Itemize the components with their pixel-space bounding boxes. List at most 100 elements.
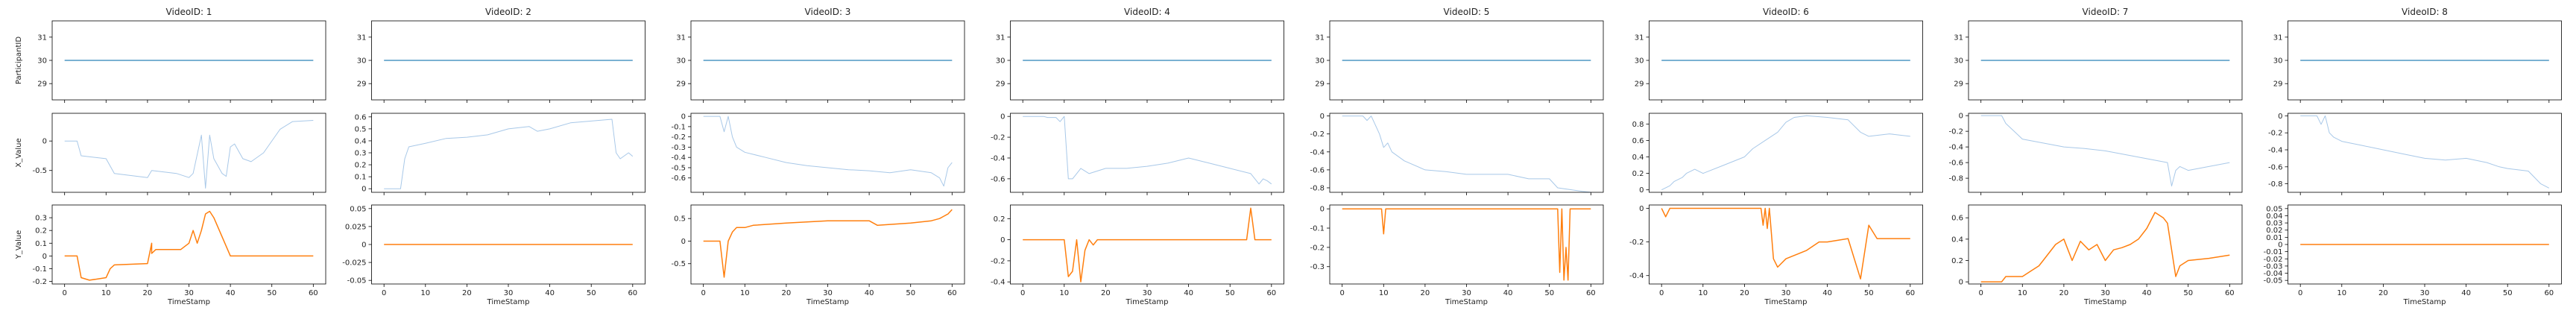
y-tick-label: 30 bbox=[1954, 57, 1963, 66]
x-tick-label: 10 bbox=[2018, 289, 2027, 297]
subplot-title: VideoID: 5 bbox=[1444, 7, 1490, 17]
x-tick-label: 30 bbox=[1143, 289, 1152, 297]
y-tick-label: -0.5 bbox=[671, 260, 686, 268]
x-tick-label: 50 bbox=[587, 289, 596, 297]
y-tick-label: 0 bbox=[1959, 279, 1963, 287]
y-tick-label: -0.2 bbox=[2268, 130, 2283, 138]
y-tick-label: -0.4 bbox=[991, 279, 1006, 287]
y-value-series-line bbox=[64, 210, 314, 281]
subplot-column: VideoID: 2 29 30 31 0.6 0.5 0.4 0.3 0.2 0.1 0 0.05 0… bbox=[342, 7, 645, 306]
y-tick-label: -0.05 bbox=[347, 277, 367, 285]
x-tick-label: 20 bbox=[143, 289, 153, 297]
x-axis-label: TimeStamp bbox=[167, 298, 210, 306]
x-tick-label: 30 bbox=[504, 289, 514, 297]
y-tick-label: 29 bbox=[37, 80, 47, 89]
y-tick-label: -0.4 bbox=[671, 154, 686, 162]
y-tick-label: 31 bbox=[357, 34, 367, 42]
x-tick-label: 0 bbox=[382, 289, 386, 297]
x-tick-label: 40 bbox=[2461, 289, 2471, 297]
x-tick-label: 30 bbox=[2420, 289, 2430, 297]
x-value-series-line bbox=[703, 116, 953, 187]
x-tick-label: 60 bbox=[2544, 289, 2554, 297]
x-tick-label: 40 bbox=[1184, 289, 1193, 297]
x-tick-label: 20 bbox=[1740, 289, 1749, 297]
y-tick-label: -0.2 bbox=[32, 278, 47, 286]
subplot-frame bbox=[371, 20, 645, 101]
y-tick-label: 31 bbox=[996, 34, 1006, 42]
y-axis-label: Y_Value bbox=[15, 230, 23, 260]
x-tick-label: 40 bbox=[2142, 289, 2152, 297]
y-tick-label: 0.4 bbox=[355, 137, 367, 145]
y-tick-label: 0.02 bbox=[2266, 227, 2282, 235]
x-tick-label: 40 bbox=[1503, 289, 1513, 297]
y-tick-label: -0.01 bbox=[2264, 248, 2283, 256]
y-tick-label: 0.1 bbox=[355, 174, 367, 182]
x-axis-label: TimeStamp bbox=[487, 298, 530, 306]
subplot-title: VideoID: 8 bbox=[2402, 7, 2448, 17]
x-value-series-line bbox=[384, 119, 634, 189]
subplot-column: VideoID: 1 29 30 31 ParticipantID 0 -0.5 X_Valu… bbox=[15, 7, 326, 306]
y-tick-label: -0.2 bbox=[1629, 239, 1644, 247]
x-value-series-line bbox=[1342, 116, 1591, 193]
subplot-column: VideoID: 6 29 30 31 0.8 0.6 0.4 0.2 0 0 -0.2 -0.4 0 1… bbox=[1629, 7, 1923, 306]
x-axis-label: TimeStamp bbox=[1445, 298, 1488, 306]
subplot-frame bbox=[371, 113, 645, 193]
y-tick-label: 31 bbox=[676, 34, 686, 42]
subplot-title: VideoID: 2 bbox=[485, 7, 531, 17]
y-tick-label: 0.4 bbox=[1951, 236, 1963, 244]
y-value-series-line bbox=[1023, 207, 1272, 282]
x-tick-label: 60 bbox=[1905, 289, 1915, 297]
x-tick-label: 60 bbox=[1586, 289, 1596, 297]
x-tick-label: 20 bbox=[2059, 289, 2069, 297]
x-axis-label: TimeStamp bbox=[806, 298, 849, 306]
subplot-title: VideoID: 7 bbox=[2083, 7, 2129, 17]
subplot-frame bbox=[690, 204, 965, 285]
subplot-frame bbox=[690, 20, 965, 101]
x-axis-label: TimeStamp bbox=[1764, 298, 1808, 306]
subplot-frame bbox=[51, 204, 326, 285]
x-tick-label: 0 bbox=[2298, 289, 2302, 297]
x-tick-label: 10 bbox=[1059, 289, 1069, 297]
y-tick-label: 0 bbox=[1959, 113, 1963, 121]
y-value-series-line bbox=[1661, 207, 1910, 280]
y-tick-label: 0.5 bbox=[355, 125, 367, 133]
y-tick-label: -0.6 bbox=[1310, 166, 1325, 174]
y-tick-label: -0.6 bbox=[1948, 160, 1963, 168]
y-tick-label: 0 bbox=[1320, 113, 1325, 121]
subplot-frame bbox=[1010, 20, 1284, 101]
x-value-series-line bbox=[64, 120, 314, 189]
y-tick-label: 30 bbox=[357, 57, 367, 66]
y-tick-label: -0.5 bbox=[32, 167, 47, 175]
x-tick-label: 30 bbox=[1462, 289, 1471, 297]
x-tick-label: 10 bbox=[101, 289, 111, 297]
y-tick-label: 30 bbox=[996, 57, 1006, 66]
y-tick-label: 0.025 bbox=[345, 223, 367, 231]
y-tick-label: 0.05 bbox=[2266, 205, 2282, 213]
subplot-column: VideoID: 3 29 30 31 0 -0.1 -0.2 -0.3 -0.4 -0.5 -0.… bbox=[671, 7, 965, 306]
x-tick-label: 30 bbox=[184, 289, 194, 297]
x-tick-label: 10 bbox=[2337, 289, 2346, 297]
y-tick-label: 0.6 bbox=[1951, 215, 1963, 223]
x-tick-label: 20 bbox=[782, 289, 792, 297]
x-tick-label: 60 bbox=[628, 289, 637, 297]
y-tick-label: -0.5 bbox=[671, 164, 686, 172]
y-tick-label: -0.2 bbox=[1310, 244, 1325, 252]
x-tick-label: 20 bbox=[1101, 289, 1111, 297]
x-tick-label: 30 bbox=[2100, 289, 2110, 297]
y-tick-label: 0.8 bbox=[1632, 121, 1644, 129]
subplot-frame bbox=[1968, 20, 2243, 101]
x-tick-label: 40 bbox=[545, 289, 555, 297]
x-tick-label: 60 bbox=[947, 289, 957, 297]
y-tick-label: 0.6 bbox=[1632, 137, 1644, 145]
y-tick-label: 29 bbox=[676, 80, 686, 89]
y-tick-label: -0.03 bbox=[2264, 262, 2283, 271]
y-tick-label: 31 bbox=[37, 34, 47, 42]
x-tick-label: 10 bbox=[1698, 289, 1708, 297]
y-tick-label: -0.04 bbox=[2264, 270, 2283, 278]
y-tick-label: -0.025 bbox=[342, 259, 366, 268]
x-tick-label: 20 bbox=[1421, 289, 1430, 297]
y-tick-label: 0.2 bbox=[1632, 170, 1644, 178]
subplot-frame bbox=[1010, 204, 1284, 285]
x-value-series-line bbox=[2300, 115, 2550, 189]
subplot-frame bbox=[371, 204, 645, 285]
